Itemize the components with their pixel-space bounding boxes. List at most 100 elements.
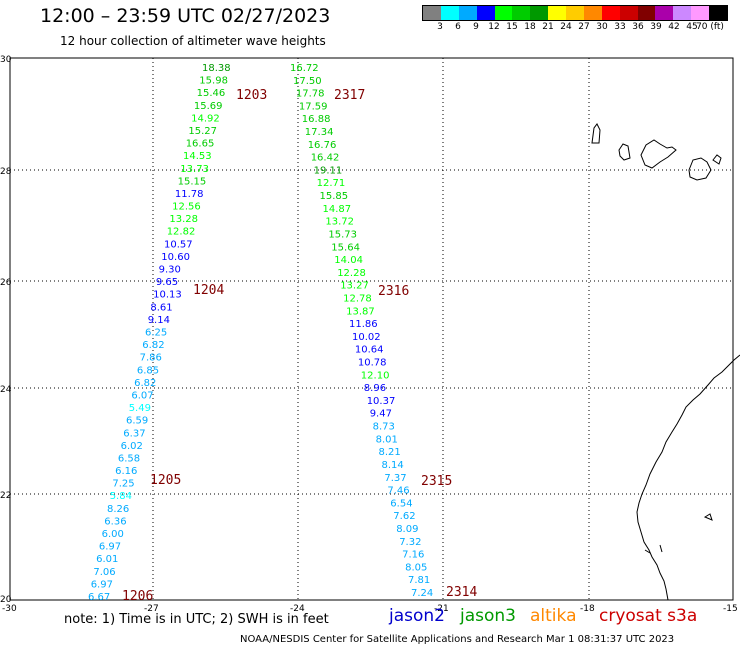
color-scale-label: 42 (668, 22, 680, 32)
color-scale-label: 45 (686, 22, 698, 32)
wave-height-value: 12.78 (343, 294, 372, 305)
lon-label: -24 (290, 604, 305, 614)
color-scale-swatch (601, 6, 620, 20)
footnote: note: 1) Time is in UTC; 2) SWH is in fe… (64, 612, 329, 627)
wave-height-value: 7.25 (112, 479, 134, 490)
legend-altika: altika (530, 606, 577, 626)
wave-height-value: 12.71 (317, 178, 346, 189)
color-scale-label: 12 (488, 22, 500, 32)
wave-height-value: 15.27 (188, 126, 217, 137)
wave-height-value: 6.36 (104, 516, 126, 527)
wave-height-value: 6.97 (91, 579, 113, 590)
wave-height-value: 16.72 (290, 63, 319, 74)
wave-height-value: 14.87 (323, 204, 352, 215)
wave-height-value: 8.96 (364, 383, 386, 394)
color-scale-label: 15 (506, 22, 518, 32)
graticule (10, 58, 733, 600)
lon-label: -27 (144, 604, 159, 614)
wave-height-value: 14.53 (183, 151, 212, 162)
color-scale-label: 18 (524, 22, 536, 32)
wave-height-value: 10.57 (164, 239, 193, 250)
color-scale-label: 24 (560, 22, 572, 32)
color-scale-label: 21 (542, 22, 554, 32)
wave-height-value: 13.28 (169, 214, 198, 225)
wave-height-value: 14.92 (191, 113, 220, 124)
wave-height-value: 9.30 (159, 265, 181, 276)
time-label: 2317 (334, 88, 365, 103)
color-scale-swatch (709, 6, 727, 20)
wave-height-value: 10.37 (367, 396, 396, 407)
lat-label: 24 (0, 385, 12, 395)
color-scale-label: 39 (650, 22, 662, 32)
wave-height-value: 12.56 (172, 202, 201, 213)
lon-label: -18 (580, 604, 595, 614)
wave-height-value: 10.13 (153, 290, 182, 301)
lon-label: -30 (2, 604, 17, 614)
wave-height-value: 8.01 (376, 434, 398, 445)
lon-label: -21 (434, 604, 449, 614)
wave-height-value: 15.15 (178, 176, 207, 187)
color-scale-swatch (583, 6, 602, 20)
wave-height-value: 7.32 (399, 537, 421, 548)
wave-height-value: 6.58 (118, 454, 140, 465)
lat-label: 30 (0, 55, 12, 65)
wave-height-value: 6.67 (88, 592, 110, 603)
wave-height-value: 7.16 (402, 550, 424, 561)
color-scale-label: 70 (ft) (696, 22, 724, 32)
wave-height-value: 17.34 (305, 127, 334, 138)
time-label: 2315 (421, 474, 452, 489)
lat-label: 26 (0, 278, 12, 288)
wave-height-value: 6.25 (145, 328, 167, 339)
map-title: 12:00 – 23:59 UTC 02/27/2023 (40, 5, 331, 27)
time-label: 2314 (446, 585, 477, 600)
wave-height-value: 15.98 (199, 76, 228, 87)
wave-height-value: 7.62 (393, 511, 415, 522)
color-scale-swatch (548, 6, 566, 20)
wave-height-value: 5.84 (110, 491, 132, 502)
wave-height-value: 6.82 (142, 340, 164, 351)
wave-height-value: 16.42 (311, 153, 340, 164)
lat-label: 22 (0, 491, 11, 501)
color-scale-swatch (423, 6, 441, 20)
color-scale-label: 36 (632, 22, 644, 32)
wave-height-value: 15.64 (331, 242, 360, 253)
wave-height-value: 17.78 (296, 89, 325, 100)
wave-height-value: 6.97 (99, 542, 121, 553)
wave-height-value: 6.37 (123, 428, 145, 439)
time-label: 1205 (150, 473, 181, 488)
color-scale-swatch (530, 6, 549, 20)
wave-height-value: 8.73 (373, 422, 395, 433)
wave-height-value: 6.01 (96, 554, 118, 565)
legend-jason2: jason2 (389, 606, 445, 626)
wave-height-value: 17.50 (293, 76, 322, 87)
african-coastline (636, 354, 740, 601)
wave-height-value: 12.28 (337, 268, 366, 279)
color-scale-swatch (655, 6, 674, 20)
color-scale-swatch (494, 6, 513, 20)
wave-height-value: 13.27 (340, 281, 369, 292)
time-label: 1203 (236, 88, 267, 103)
color-scale-labels: 3 6 9 12 15 18 21 24 27 30 33 36 39 42 45 70 (ft) (422, 22, 734, 34)
wave-height-value: 12.82 (167, 227, 196, 238)
wave-height-value: 15.73 (328, 230, 357, 241)
time-label: 1206 (122, 589, 153, 604)
wave-height-value: 6.02 (121, 441, 143, 452)
wave-height-value: 7.24 (411, 588, 433, 599)
canary-islands (591, 123, 722, 181)
color-scale-swatch (673, 6, 692, 20)
wave-height-value: 16.65 (186, 139, 215, 150)
wave-height-value: 18.38 (202, 63, 231, 74)
legend-jason3: jason3 (460, 606, 516, 626)
wave-height-value: 6.07 (131, 391, 153, 402)
wave-height-value: 8.61 (150, 302, 172, 313)
time-label: 2316 (378, 284, 409, 299)
wave-height-value: 9.47 (370, 409, 392, 420)
wave-height-value: 10.64 (355, 345, 384, 356)
wave-height-value: 8.26 (107, 504, 129, 515)
wave-height-value: 10.02 (352, 332, 381, 343)
wave-height-value: 7.81 (408, 575, 430, 586)
credit-line: NOAA/NESDIS Center for Satellite Applica… (240, 634, 675, 645)
wave-height-value: 15.46 (197, 88, 226, 99)
wave-height-value: 10.60 (161, 252, 190, 263)
